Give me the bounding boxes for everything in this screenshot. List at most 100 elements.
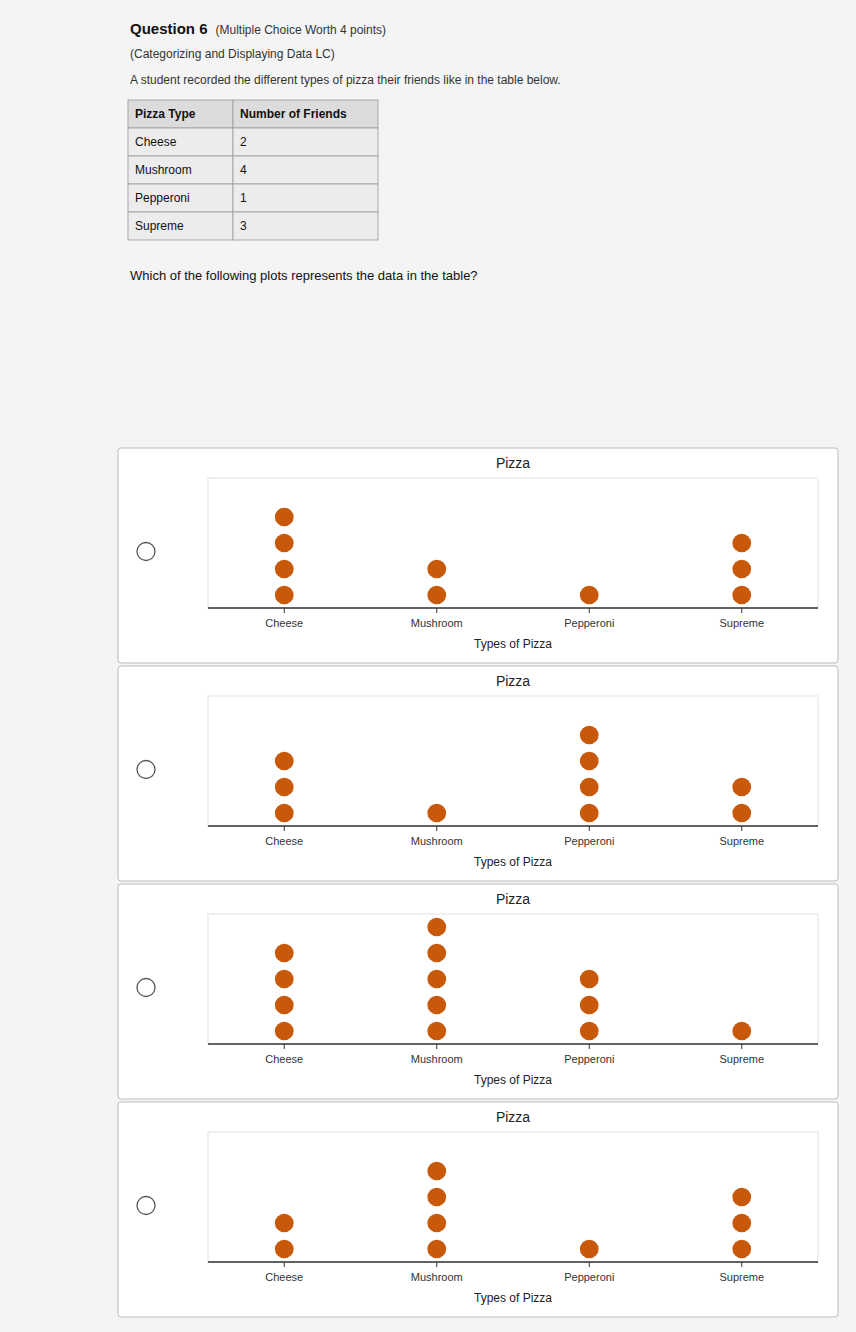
x-tick-label: Pepperoni xyxy=(564,1053,614,1065)
x-tick-label: Cheese xyxy=(265,1271,303,1283)
plot-area xyxy=(208,696,818,826)
dots xyxy=(275,918,751,1041)
table-cell xyxy=(128,100,233,128)
x-tick xyxy=(741,826,742,831)
heading-title: Question 6 xyxy=(130,20,208,37)
dot xyxy=(732,804,751,823)
chart-title: Pizza xyxy=(496,455,530,471)
table-text: 3 xyxy=(240,219,247,233)
dot xyxy=(427,1214,446,1233)
dot xyxy=(275,944,294,963)
dot-column xyxy=(580,726,599,823)
dot-column xyxy=(732,1022,751,1041)
page: Question 6 (Multiple Choice Worth 4 point… xyxy=(0,0,856,1332)
dot xyxy=(275,1214,294,1233)
x-axis xyxy=(208,607,818,609)
dot xyxy=(275,1022,294,1041)
panel-frame xyxy=(118,448,838,663)
dot xyxy=(580,804,599,823)
dot xyxy=(275,804,294,823)
table-cell xyxy=(233,156,378,184)
x-tick xyxy=(436,1044,437,1049)
x-tick-label: Cheese xyxy=(265,617,303,629)
dot xyxy=(732,1214,751,1233)
dot xyxy=(732,586,751,605)
dot xyxy=(275,778,294,797)
dot xyxy=(580,778,599,797)
x-tick xyxy=(589,1262,590,1267)
x-tick xyxy=(589,608,590,613)
dot-column xyxy=(427,804,446,823)
dot xyxy=(580,1022,599,1041)
x-axis-label: Types of Pizza xyxy=(474,855,552,869)
x-tick xyxy=(436,1262,437,1267)
chart-title: Pizza xyxy=(496,673,530,689)
x-tick xyxy=(436,608,437,613)
x-tick xyxy=(741,608,742,613)
dot-column xyxy=(275,508,294,605)
dot-column xyxy=(275,752,294,823)
x-tick-label: Supreme xyxy=(719,835,764,847)
x-tick xyxy=(284,1262,285,1267)
question: Which of the following plots represents … xyxy=(130,268,478,283)
panel-frame xyxy=(118,666,838,881)
table-header: Number of Friends xyxy=(240,107,347,121)
dot-column xyxy=(580,1240,599,1259)
dot-column xyxy=(732,778,751,823)
dot xyxy=(427,996,446,1015)
answer-panel: PizzaCheeseMushroomPepperoniSupremeTypes… xyxy=(118,666,838,881)
dots xyxy=(275,726,751,823)
x-tick-label: Cheese xyxy=(265,1053,303,1065)
table-cell xyxy=(233,100,378,128)
x-tick xyxy=(284,826,285,831)
table-cell xyxy=(128,128,233,156)
dot xyxy=(732,1240,751,1259)
x-tick-label: Supreme xyxy=(719,1271,764,1283)
dot xyxy=(427,1240,446,1259)
dot xyxy=(427,560,446,579)
table-text: Mushroom xyxy=(135,163,192,177)
table: Pizza TypeNumber of FriendsCheese2Mushro… xyxy=(128,100,378,240)
dot-column xyxy=(275,944,294,1041)
x-axis xyxy=(208,1043,818,1045)
dot xyxy=(275,996,294,1015)
dot xyxy=(580,586,599,605)
dot-column xyxy=(427,918,446,1041)
answer-panel: PizzaCheeseMushroomPepperoniSupremeTypes… xyxy=(118,884,838,1099)
heading: Question 6 (Multiple Choice Worth 4 point… xyxy=(130,20,386,37)
x-tick xyxy=(436,826,437,831)
x-axis-label: Types of Pizza xyxy=(474,1291,552,1305)
x-tick xyxy=(284,1044,285,1049)
dot xyxy=(427,804,446,823)
x-tick-label: Supreme xyxy=(719,617,764,629)
x-tick xyxy=(741,1262,742,1267)
x-tick-label: Mushroom xyxy=(411,1053,463,1065)
table-cell xyxy=(128,156,233,184)
table-text: 2 xyxy=(240,135,247,149)
x-tick-label: Mushroom xyxy=(411,1271,463,1283)
table-cell xyxy=(128,212,233,240)
radio-button xyxy=(137,543,155,561)
description: A student recorded the different types o… xyxy=(130,73,561,87)
radio-button xyxy=(137,761,155,779)
panel-frame xyxy=(118,884,838,1099)
dots xyxy=(275,508,751,605)
dot xyxy=(427,1188,446,1207)
x-axis xyxy=(208,1261,818,1263)
x-tick-label: Pepperoni xyxy=(564,1271,614,1283)
dot xyxy=(275,752,294,771)
dots xyxy=(275,1162,751,1259)
table-cell xyxy=(233,184,378,212)
x-tick-label: Supreme xyxy=(719,1053,764,1065)
dot-column xyxy=(427,1162,446,1259)
dot xyxy=(427,1022,446,1041)
dot-column xyxy=(580,586,599,605)
dot xyxy=(427,918,446,937)
dot xyxy=(275,586,294,605)
x-tick-label: Cheese xyxy=(265,835,303,847)
heading-note: (Multiple Choice Worth 4 points) xyxy=(216,23,387,37)
plot-area xyxy=(208,914,818,1044)
x-tick-label: Mushroom xyxy=(411,617,463,629)
dot xyxy=(427,1162,446,1181)
table-text: Supreme xyxy=(135,219,184,233)
